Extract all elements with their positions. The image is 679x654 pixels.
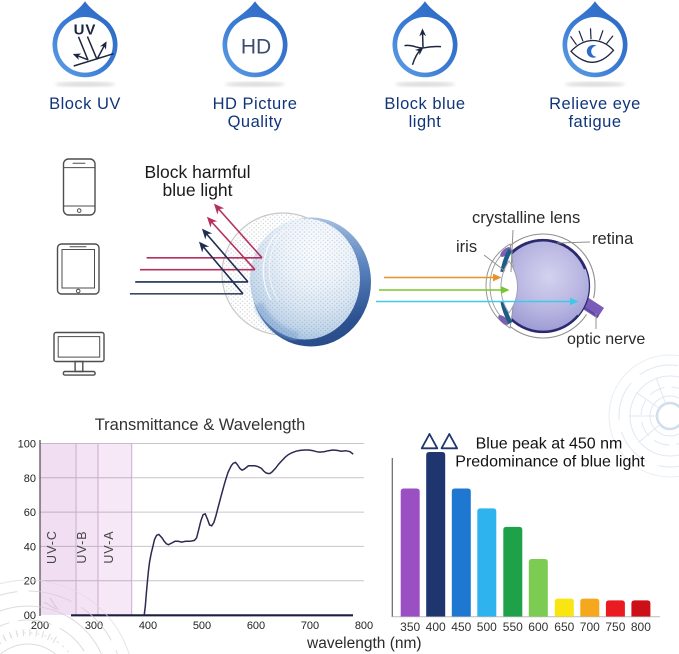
svg-text:UV-B: UV-B bbox=[75, 530, 89, 563]
svg-text:UV-A: UV-A bbox=[102, 530, 116, 563]
svg-text:300: 300 bbox=[85, 620, 103, 632]
svg-text:Transmittance & Wavelength: Transmittance & Wavelength bbox=[95, 416, 306, 434]
svg-text:350: 350 bbox=[400, 620, 420, 634]
svg-text:600: 600 bbox=[528, 620, 548, 634]
svg-text:100: 100 bbox=[18, 439, 36, 451]
svg-text:60: 60 bbox=[24, 507, 36, 519]
svg-text:450: 450 bbox=[451, 620, 471, 634]
svg-text:UV: UV bbox=[74, 21, 97, 38]
svg-text:Predominance of blue light: Predominance of blue light bbox=[455, 454, 645, 471]
svg-text:800: 800 bbox=[631, 620, 651, 634]
svg-text:750: 750 bbox=[605, 620, 625, 634]
svg-text:400: 400 bbox=[139, 620, 157, 632]
svg-text:500: 500 bbox=[477, 620, 497, 634]
svg-text:HD: HD bbox=[241, 35, 271, 58]
svg-text:600: 600 bbox=[247, 620, 265, 632]
svg-text:400: 400 bbox=[426, 620, 446, 634]
svg-text:20: 20 bbox=[24, 576, 36, 588]
svg-text:500: 500 bbox=[193, 620, 211, 632]
svg-text:00: 00 bbox=[24, 610, 36, 622]
svg-text:200: 200 bbox=[31, 620, 49, 632]
svg-text:800: 800 bbox=[355, 620, 373, 632]
svg-text:UV-C: UV-C bbox=[45, 530, 59, 564]
svg-text:550: 550 bbox=[503, 620, 523, 634]
svg-text:wavelength (nm): wavelength (nm) bbox=[306, 635, 422, 652]
svg-text:650: 650 bbox=[554, 620, 574, 634]
svg-text:700: 700 bbox=[301, 620, 319, 632]
svg-text:Blue peak at 450 nm: Blue peak at 450 nm bbox=[476, 436, 623, 453]
svg-text:40: 40 bbox=[24, 541, 36, 553]
svg-text:80: 80 bbox=[24, 473, 36, 485]
svg-text:700: 700 bbox=[580, 620, 600, 634]
